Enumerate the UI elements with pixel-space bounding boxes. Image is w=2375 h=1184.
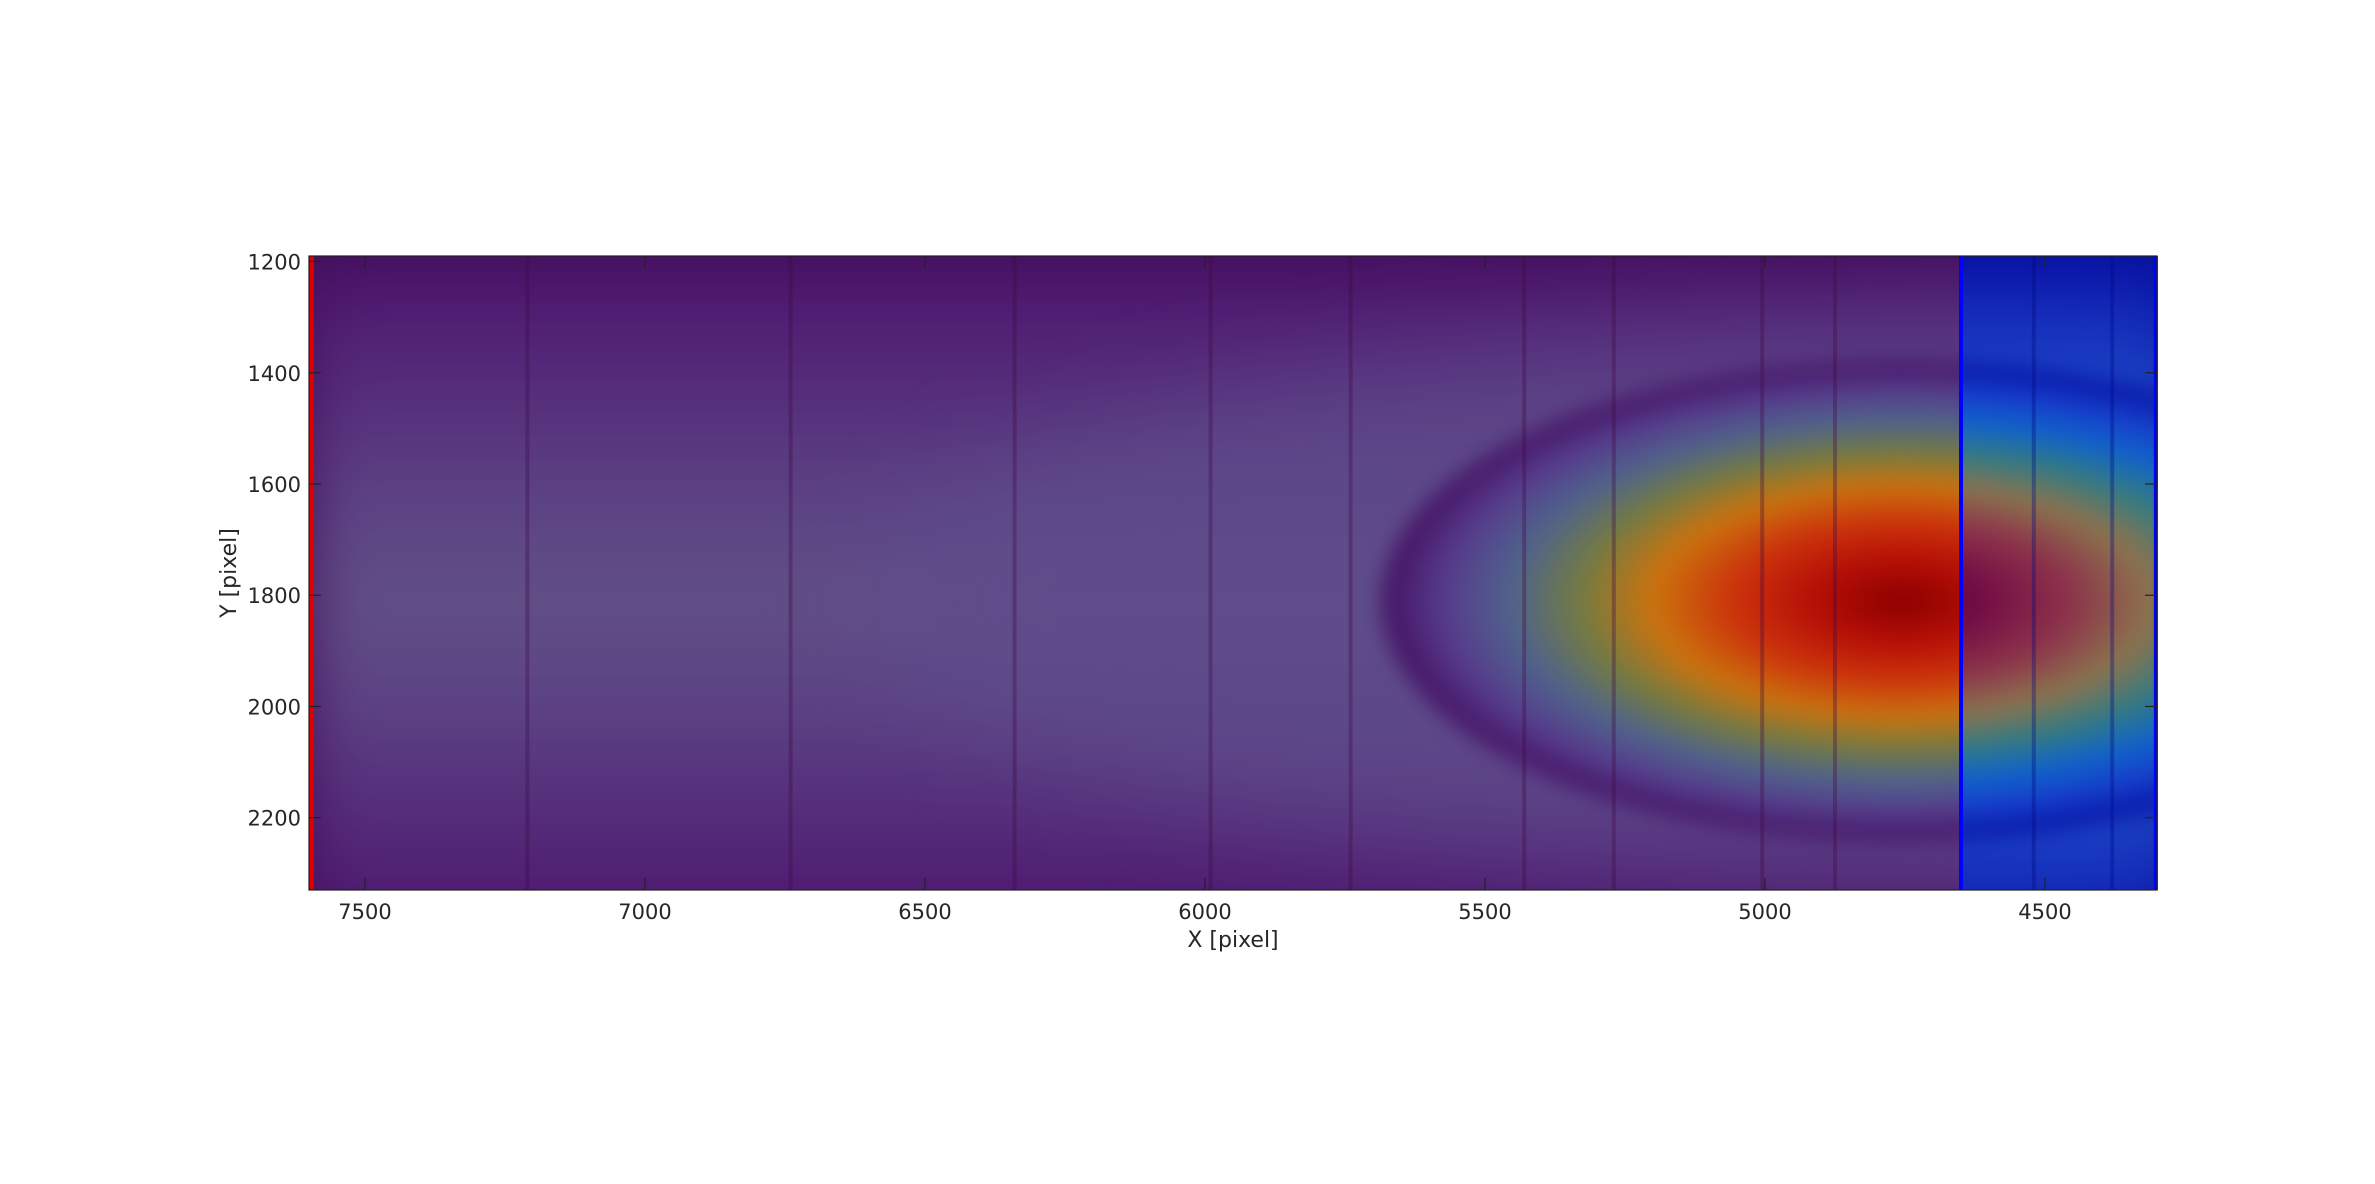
y-tick-label: 1200 xyxy=(248,251,301,275)
x-tick-label: 6000 xyxy=(1178,900,1231,924)
x-axis: 7500 7000 6500 6000 5500 5000 4500 xyxy=(338,256,2072,924)
x-tick-label: 7500 xyxy=(338,900,391,924)
detector-streak xyxy=(788,256,793,890)
region-overlay xyxy=(309,256,1961,890)
overlay-layer xyxy=(309,256,2158,890)
y-tick-label: 1600 xyxy=(248,473,301,497)
x-tick-label: 7000 xyxy=(618,900,671,924)
detector-streak xyxy=(2031,256,2036,890)
y-axis: 1200 1400 1600 1800 2000 2200 xyxy=(248,251,2157,831)
plot-frame xyxy=(308,255,2158,891)
y-tick-label: 1800 xyxy=(248,584,301,608)
y-tick-label: 1400 xyxy=(248,362,301,386)
plot-area xyxy=(309,256,2157,890)
x-tick-label: 5000 xyxy=(1738,900,1791,924)
x-tick-label: 6500 xyxy=(898,900,951,924)
y-tick-label: 2200 xyxy=(248,807,301,831)
y-axis-label: Y [pixel] xyxy=(217,528,242,619)
region-overlay xyxy=(1961,256,2157,890)
y-tick-label: 2000 xyxy=(248,695,301,719)
detector-streak xyxy=(1012,256,1017,890)
x-axis-label: X [pixel] xyxy=(1187,928,1278,953)
detector-streak xyxy=(1611,256,1616,890)
detector-streak xyxy=(1208,256,1213,890)
x-tick-label: 5500 xyxy=(1458,900,1511,924)
intensity-hotspot xyxy=(1381,360,2157,841)
x-tick-label: 4500 xyxy=(2018,900,2071,924)
detector-streak xyxy=(1522,256,1527,890)
detector-streak xyxy=(2110,256,2115,890)
detector-streak xyxy=(525,256,530,890)
detector-streak xyxy=(1760,256,1765,890)
detector-streak xyxy=(1348,256,1353,890)
detector-streak xyxy=(1833,256,1837,890)
